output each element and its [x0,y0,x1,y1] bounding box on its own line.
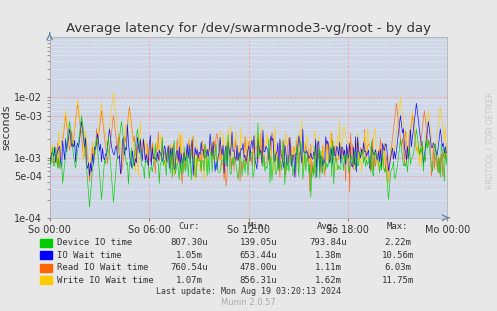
Text: Max:: Max: [387,221,409,230]
Text: 11.75m: 11.75m [382,276,414,285]
Text: 653.44u: 653.44u [240,251,277,260]
Text: 1.62m: 1.62m [315,276,341,285]
Text: 1.38m: 1.38m [315,251,341,260]
Text: 139.05u: 139.05u [240,239,277,247]
Text: RRDTOOL / TOBI OETIKER: RRDTOOL / TOBI OETIKER [486,91,495,189]
Text: 1.11m: 1.11m [315,263,341,272]
Text: Min:: Min: [248,221,269,230]
Text: 807.30u: 807.30u [170,239,208,247]
Text: 6.03m: 6.03m [384,263,411,272]
Text: 478.00u: 478.00u [240,263,277,272]
Text: 1.07m: 1.07m [175,276,202,285]
Text: 793.84u: 793.84u [309,239,347,247]
Text: 10.56m: 10.56m [382,251,414,260]
Text: Read IO Wait time: Read IO Wait time [57,263,149,272]
Text: Munin 2.0.57: Munin 2.0.57 [221,298,276,307]
Text: Avg:: Avg: [317,221,339,230]
Text: 1.05m: 1.05m [175,251,202,260]
Title: Average latency for /dev/swarmnode3-vg/root - by day: Average latency for /dev/swarmnode3-vg/r… [66,22,431,35]
Text: Cur:: Cur: [178,221,200,230]
Text: Device IO time: Device IO time [57,239,132,247]
Text: Write IO Wait time: Write IO Wait time [57,276,154,285]
Text: Last update: Mon Aug 19 03:20:13 2024: Last update: Mon Aug 19 03:20:13 2024 [156,287,341,296]
Text: 856.31u: 856.31u [240,276,277,285]
Text: 760.54u: 760.54u [170,263,208,272]
Y-axis label: seconds: seconds [1,105,11,150]
Text: 2.22m: 2.22m [384,239,411,247]
Text: IO Wait time: IO Wait time [57,251,122,260]
